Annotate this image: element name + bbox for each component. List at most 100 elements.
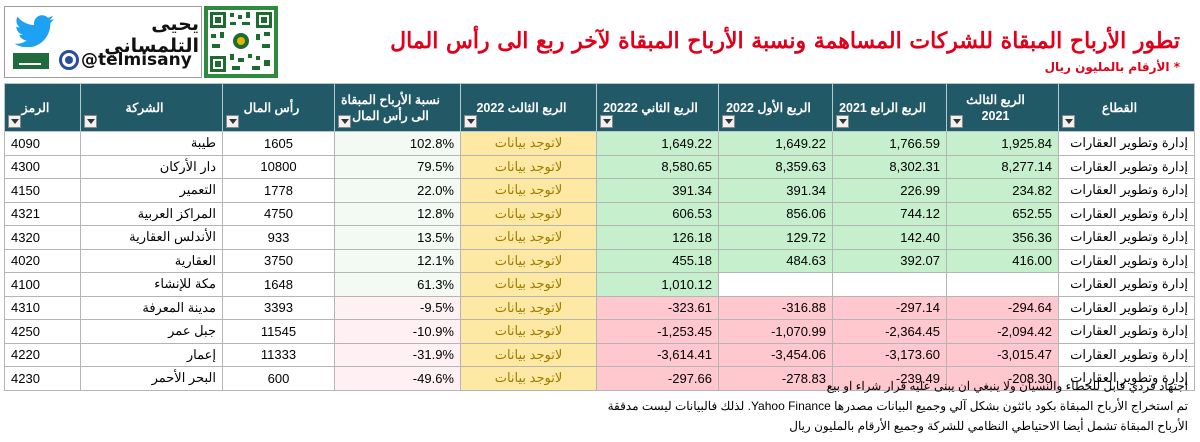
cell-company: البحر الأحمر <box>80 366 223 391</box>
cell-sector: إدارة وتطوير العقارات <box>1058 201 1195 226</box>
cell-capital: 1648 <box>222 272 335 297</box>
cell-q4-2021: -2,364.45 <box>832 319 947 344</box>
cell-q2-2022: 391.34 <box>596 178 719 203</box>
cell-code: 4020 <box>4 248 81 273</box>
cell-q1-2022 <box>718 272 833 297</box>
cell-q1-2022: 391.34 <box>718 178 833 203</box>
table-row: 4230 البحر الأحمر 600 -49.6% لاتوجد بيانات -2… <box>4 366 1195 391</box>
cell-ratio: -49.6% <box>334 366 461 391</box>
table-row: 4150 التعمير 1778 22.0% لاتوجد بيانات 391.34 3… <box>4 178 1195 203</box>
cell-code: 4320 <box>4 225 81 250</box>
header-ratio[interactable]: نسبة الأرباح المبقاة الى رأس المال <box>334 83 461 132</box>
cell-ratio: 13.5% <box>334 225 461 250</box>
table-row: 4090 طيبة 1605 102.8% لاتوجد بيانات 1,649.22 1… <box>4 131 1195 156</box>
cell-sector: إدارة وتطوير العقارات <box>1058 131 1195 156</box>
cell-ratio: -9.5% <box>334 295 461 320</box>
cell-company: جبل عمر <box>80 319 223 344</box>
footnotes: اجتهاد فردي قابل للخطاء والنسيان ولا ينب… <box>488 376 1188 436</box>
cell-q2-2022: 1,649.22 <box>596 131 719 156</box>
cell-q1-2022: -3,454.06 <box>718 342 833 367</box>
cell-code: 4220 <box>4 342 81 367</box>
cell-sector: إدارة وتطوير العقارات <box>1058 272 1195 297</box>
cell-capital: 600 <box>222 366 335 391</box>
filter-dropdown-icon[interactable] <box>338 115 351 128</box>
header-company[interactable]: الشركة <box>80 83 223 132</box>
filter-dropdown-icon[interactable] <box>722 115 735 128</box>
cell-q2-2022: -297.66 <box>596 366 719 391</box>
cell-sector: إدارة وتطوير العقارات <box>1058 225 1195 250</box>
cell-q3-2021: 8,277.14 <box>946 154 1059 179</box>
cell-capital: 1605 <box>222 131 335 156</box>
cell-ratio: -10.9% <box>334 319 461 344</box>
cell-q4-2021: 1,766.59 <box>832 131 947 156</box>
cell-sector: إدارة وتطوير العقارات <box>1058 248 1195 273</box>
cell-q3-2021: 234.82 <box>946 178 1059 203</box>
cell-q4-2021 <box>832 272 947 297</box>
header-code[interactable]: الرمز <box>4 83 81 132</box>
header-q3-2022-label: الربع الثالث 2022 <box>476 100 567 115</box>
cell-q3-2022: لاتوجد بيانات <box>460 295 597 320</box>
header-sector-label: القطاع <box>1101 100 1138 115</box>
qr-code-icon <box>210 12 272 72</box>
cell-q3-2021: -208.30 <box>946 366 1059 391</box>
cell-company: إعمار <box>80 342 223 367</box>
cell-sector: إدارة وتطوير العقارات <box>1058 178 1195 203</box>
cell-q2-2022: 455.18 <box>596 248 719 273</box>
cell-q3-2021: -294.64 <box>946 295 1059 320</box>
filter-dropdown-icon[interactable] <box>1062 115 1075 128</box>
cell-q3-2022: لاتوجد بيانات <box>460 342 597 367</box>
cell-sector: إدارة وتطوير العقارات <box>1058 319 1195 344</box>
header-q4-2021-label: الربع الرابع 2021 <box>839 100 926 115</box>
table-row: 4220 إعمار 11333 -31.9% لاتوجد بيانات -3,614.… <box>4 342 1195 367</box>
header-q3-2022[interactable]: الربع الثالث 2022 <box>460 83 597 132</box>
filter-dropdown-icon[interactable] <box>464 115 477 128</box>
filter-dropdown-icon[interactable] <box>226 115 239 128</box>
header-sector[interactable]: القطاع <box>1058 83 1195 132</box>
filter-dropdown-icon[interactable] <box>600 115 613 128</box>
cell-q4-2021: -3,173.60 <box>832 342 947 367</box>
cell-company: مكة للإنشاء <box>80 272 223 297</box>
table-row: 4310 مدينة المعرفة 3393 -9.5% لاتوجد بيانات -… <box>4 295 1195 320</box>
header-q3-2021[interactable]: الربع الثالث 2021 <box>946 83 1059 132</box>
cell-q3-2022: لاتوجد بيانات <box>460 154 597 179</box>
cell-q2-2022: 126.18 <box>596 225 719 250</box>
cell-q3-2021: -2,094.42 <box>946 319 1059 344</box>
filter-dropdown-icon[interactable] <box>84 115 97 128</box>
table-row: 4320 الأندلس العقارية 933 13.5% لاتوجد بيانا… <box>4 225 1195 250</box>
cell-q4-2021: -239.49 <box>832 366 947 391</box>
at-sign-icon <box>59 50 79 70</box>
cell-company: الأندلس العقارية <box>80 225 223 250</box>
cell-capital: 1778 <box>222 178 335 203</box>
cell-capital: 3750 <box>222 248 335 273</box>
cell-q3-2021: 652.55 <box>946 201 1059 226</box>
cell-code: 4310 <box>4 295 81 320</box>
cell-q3-2022: لاتوجد بيانات <box>460 225 597 250</box>
cell-q4-2021: 744.12 <box>832 201 947 226</box>
header-capital-label: رأس المال <box>243 100 300 115</box>
header-q1-2022[interactable]: الربع الأول 2022 <box>718 83 833 132</box>
filter-dropdown-icon[interactable] <box>950 115 963 128</box>
cell-capital: 10800 <box>222 154 335 179</box>
cell-q3-2021: 1,925.84 <box>946 131 1059 156</box>
qr-code <box>204 6 278 78</box>
header-q2-2022[interactable]: الربع الثاني 20222 <box>596 83 719 132</box>
cell-code: 4150 <box>4 178 81 203</box>
twitter-handle[interactable]: @telmisany <box>59 47 201 73</box>
header-capital[interactable]: رأس المال <box>222 83 335 132</box>
cell-q3-2022: لاتوجد بيانات <box>460 178 597 203</box>
header-q4-2021[interactable]: الربع الرابع 2021 <box>832 83 947 132</box>
cell-q3-2022: لاتوجد بيانات <box>460 131 597 156</box>
cell-q2-2022: -323.61 <box>596 295 719 320</box>
table-row: 4020 العقارية 3750 12.1% لاتوجد بيانات 455.18… <box>4 248 1195 273</box>
cell-q3-2021: 416.00 <box>946 248 1059 273</box>
qr-code-pattern <box>208 10 274 74</box>
cell-capital: 933 <box>222 225 335 250</box>
filter-dropdown-icon[interactable] <box>8 115 21 128</box>
cell-ratio: 102.8% <box>334 131 461 156</box>
filter-dropdown-icon[interactable] <box>836 115 849 128</box>
footnote-definition: الأرباح المبقاة تشمل أيضا الاحتياطي النظ… <box>789 419 1188 433</box>
table-header-row: الرمز الشركة رأس المال نسبة الأرباح المب… <box>4 83 1195 132</box>
cell-q3-2021: 356.36 <box>946 225 1059 250</box>
page-subtitle: * الأرقام بالمليون ريال <box>1044 60 1180 74</box>
footnote-source: تم استخراج الأرباح المبقاة بكود بائثون ب… <box>607 399 1188 413</box>
